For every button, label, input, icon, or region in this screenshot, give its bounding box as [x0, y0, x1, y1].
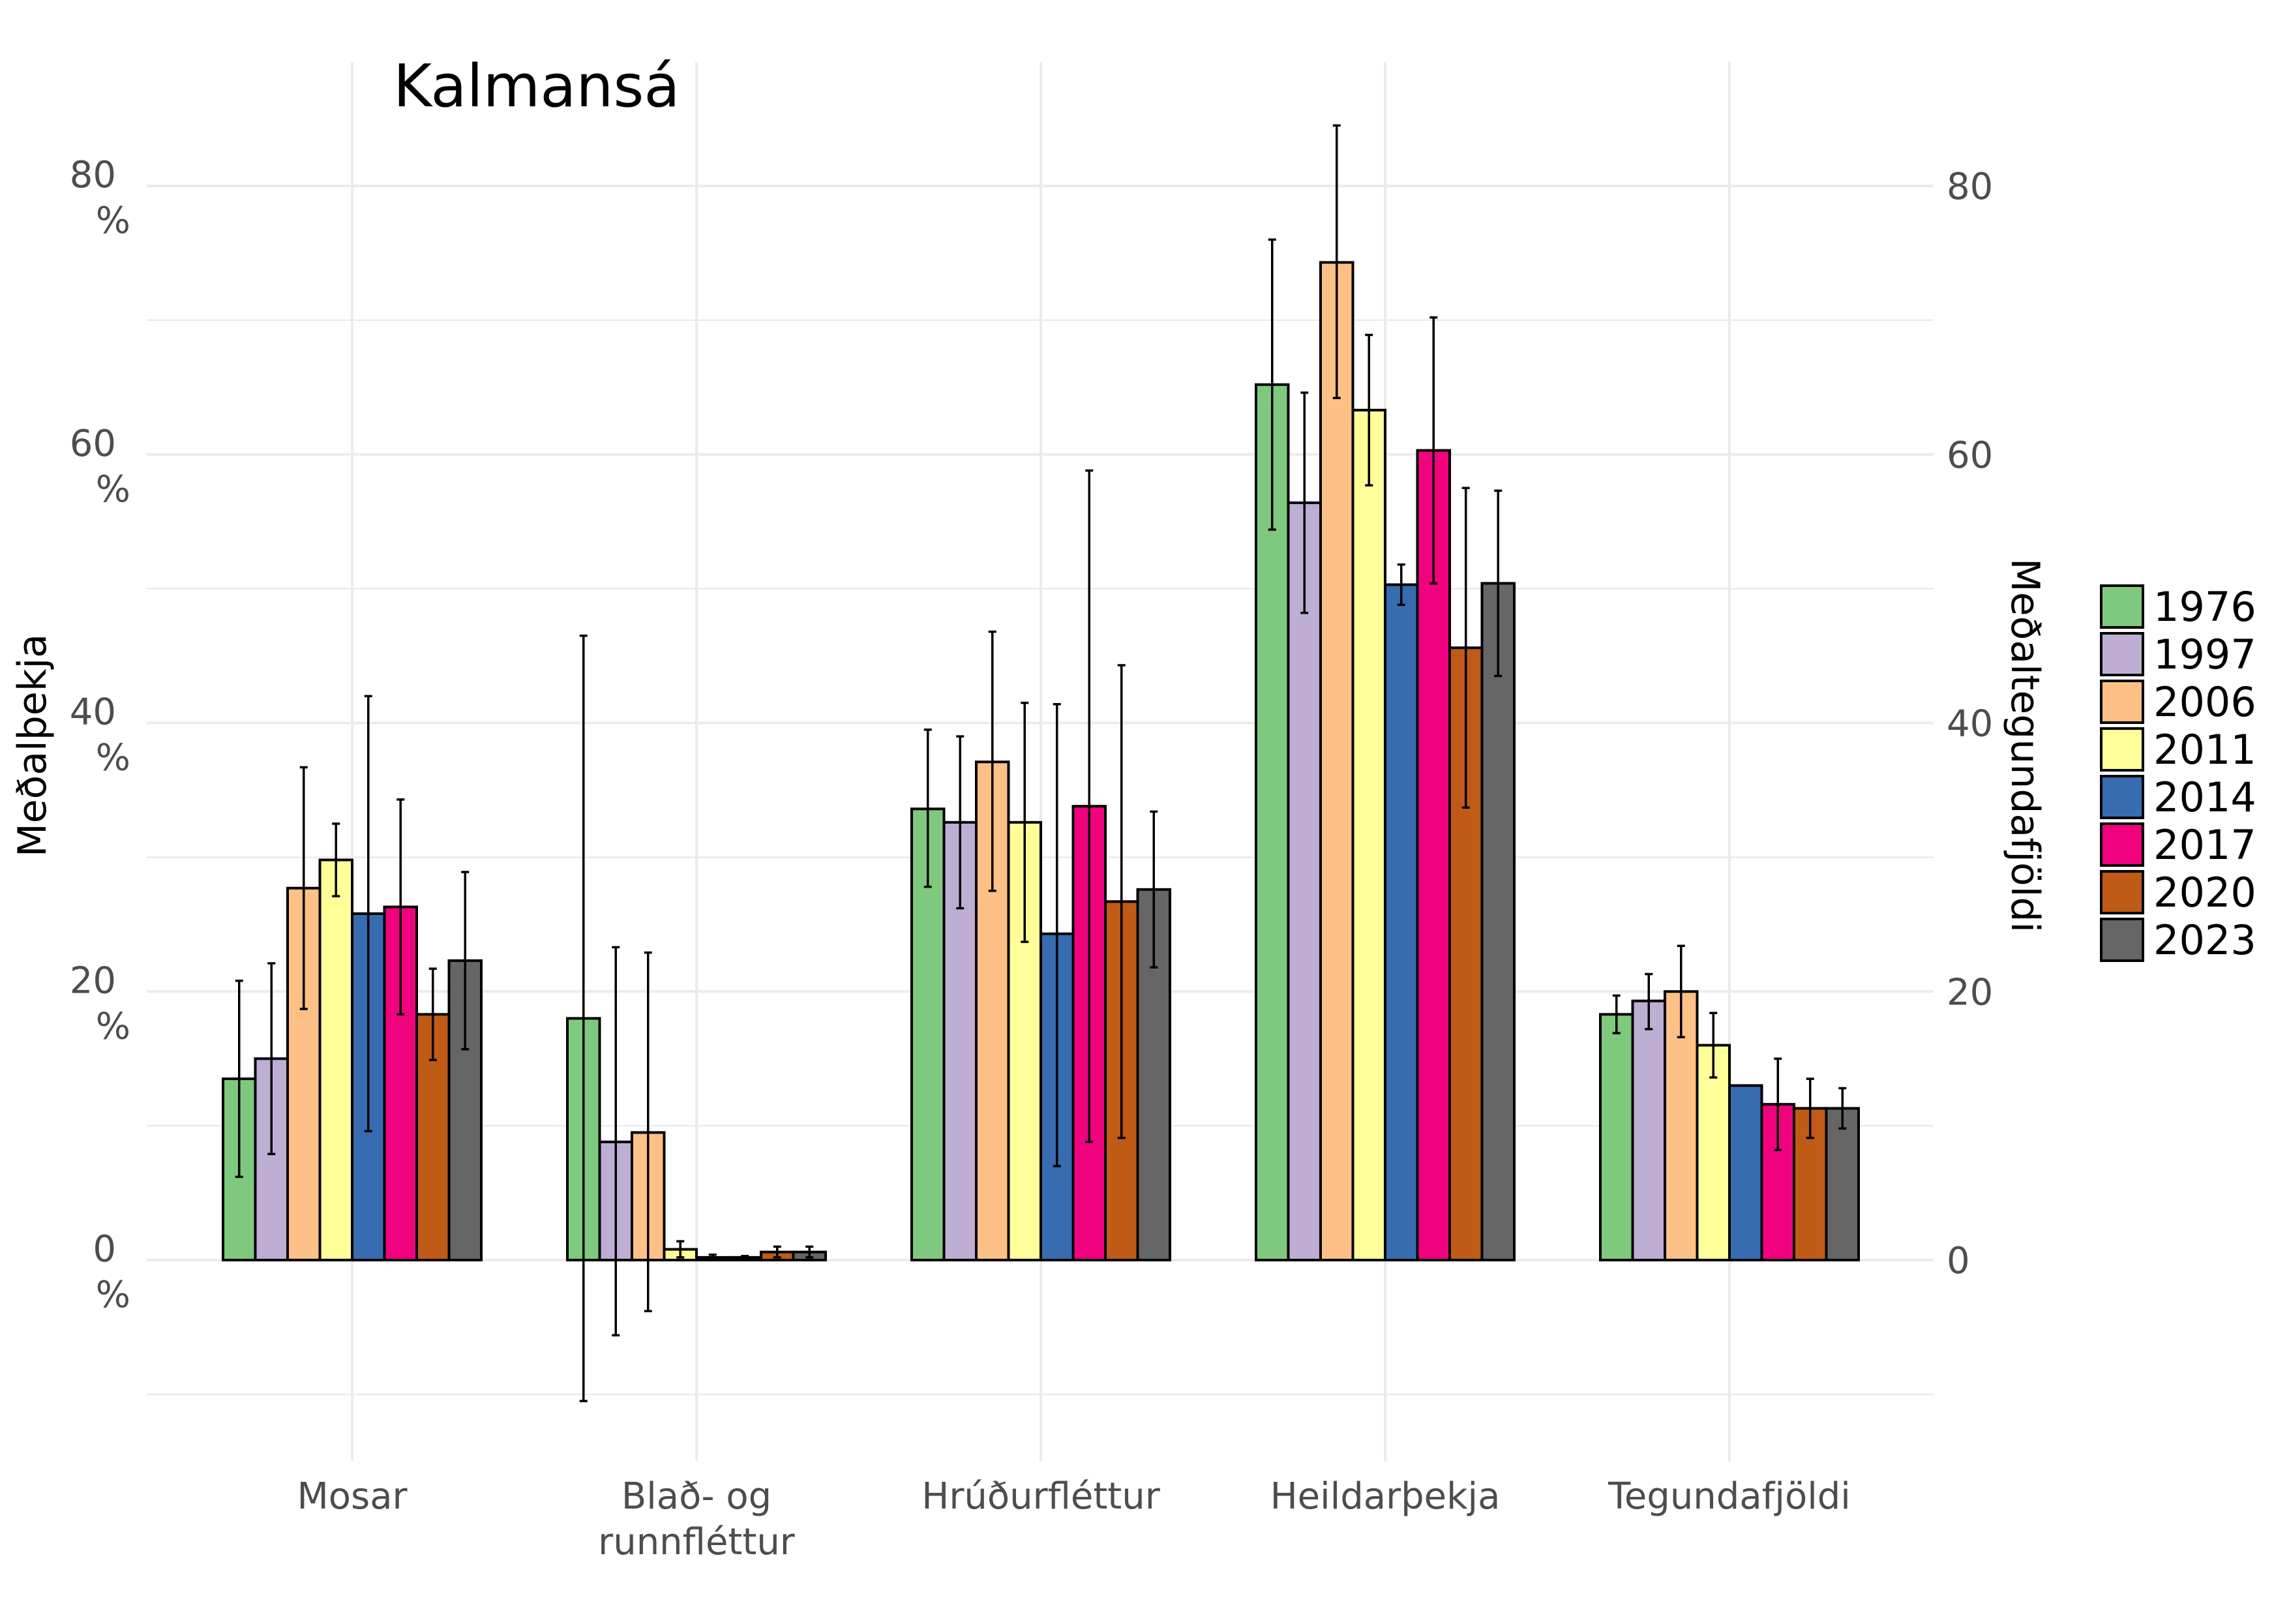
left-tick-label: 0% — [93, 1228, 130, 1316]
bar-2011 — [1696, 1044, 1731, 1261]
right-tick-label: 40 — [1947, 703, 1993, 745]
legend-item-2006: 2006 — [2100, 678, 2256, 726]
error-bar-2014 — [364, 695, 372, 1133]
error-bar-1997 — [267, 962, 276, 1156]
error-bar-2011 — [1021, 701, 1029, 943]
error-bar-2011 — [676, 1240, 685, 1259]
y-axis-title-right: Meðaltegundafjöldi — [2002, 558, 2048, 933]
error-bar-1997 — [1300, 391, 1309, 614]
error-bars — [235, 124, 1847, 1402]
legend-label: 2011 — [2153, 726, 2256, 774]
error-bar-2017 — [1429, 316, 1438, 585]
error-bar-1976 — [923, 729, 932, 888]
legend-swatch — [2100, 727, 2144, 772]
x-tick-label: Heildarþekja — [1270, 1475, 1501, 1518]
x-tick-label: Mosar — [297, 1475, 408, 1518]
legend-item-2014: 2014 — [2100, 774, 2256, 821]
bar-2023 — [1480, 582, 1516, 1261]
legend-label: 1976 — [2153, 583, 2256, 631]
error-bar-2023 — [1494, 489, 1503, 678]
legend-swatch — [2100, 870, 2144, 914]
left-tick-label: 20% — [70, 959, 130, 1047]
left-tick-label: 80% — [70, 154, 130, 242]
error-bar-1997 — [956, 735, 965, 910]
legend-swatch — [2100, 632, 2144, 676]
legend-swatch — [2100, 918, 2144, 962]
error-bar-2020 — [428, 967, 437, 1061]
x-tick-label: Tegundafjöldi — [1608, 1475, 1851, 1518]
legend-item-2023: 2023 — [2100, 916, 2256, 964]
right-axis: 0 20 40 60 80 — [1947, 166, 1993, 1282]
error-bar-1997 — [1645, 972, 1653, 1030]
error-bar-2020 — [1117, 664, 1126, 1139]
legend-label: 1997 — [2153, 631, 2256, 678]
error-bar-2020 — [1806, 1077, 1814, 1139]
bar-2014 — [1728, 1084, 1763, 1262]
legend-label: 2017 — [2153, 821, 2256, 869]
legend-item-2017: 2017 — [2100, 821, 2256, 869]
bar-2011 — [318, 858, 353, 1262]
legend-item-2011: 2011 — [2100, 726, 2256, 774]
error-bar-2017 — [396, 798, 405, 1015]
error-bar-2017 — [1085, 469, 1094, 1143]
x-axis: Mosar Blað- og runnfléttur Hrúðurfléttur Hei… — [297, 1475, 1850, 1563]
x-tick-label: Hrúðurfléttur — [921, 1475, 1161, 1518]
error-bar-1976 — [1612, 994, 1621, 1034]
legend-label: 2014 — [2153, 774, 2256, 821]
error-bar-2006 — [644, 951, 652, 1312]
legend-item-2020: 2020 — [2100, 869, 2256, 916]
error-bar-2011 — [1709, 1012, 1718, 1079]
error-bar-2017 — [1774, 1057, 1782, 1151]
error-bar-2020 — [1461, 487, 1470, 809]
error-bar-2023 — [1838, 1087, 1847, 1130]
error-bar-1997 — [612, 946, 620, 1337]
legend-swatch — [2100, 584, 2144, 629]
legend-item-1976: 1976 — [2100, 583, 2256, 631]
error-bar-2017 — [741, 1255, 749, 1260]
x-tick-label: Blað- og runnfléttur — [598, 1475, 796, 1563]
bar-1997 — [1287, 501, 1322, 1261]
error-bar-1976 — [579, 634, 588, 1402]
bar-1976 — [1599, 1013, 1634, 1262]
error-bar-2014 — [1053, 702, 1061, 1167]
error-bar-2011 — [332, 822, 340, 897]
left-tick-label: 60% — [70, 423, 130, 511]
left-tick-label: 40% — [70, 691, 130, 779]
error-bar-2020 — [773, 1245, 781, 1259]
legend-swatch — [2100, 822, 2144, 867]
error-bar-2006 — [1677, 944, 1685, 1038]
right-tick-label: 60 — [1947, 434, 1993, 477]
left-axis: 0 % 20 % 40 % 60 % 80% — [70, 154, 130, 1316]
error-bar-2023 — [805, 1245, 814, 1259]
bar-2006 — [1319, 261, 1354, 1261]
bar-2011 — [1351, 408, 1386, 1261]
error-bar-2006 — [299, 766, 308, 1010]
error-bar-2023 — [1150, 810, 1158, 969]
legend-label: 2020 — [2153, 869, 2256, 916]
error-bar-2011 — [1365, 333, 1373, 487]
chart-title: Kalmansá — [393, 52, 680, 121]
error-bar-2006 — [988, 630, 996, 892]
bar-2017 — [1416, 449, 1451, 1261]
error-bar-2014 — [708, 1254, 717, 1261]
error-bar-2006 — [1332, 124, 1341, 400]
bar-1997 — [1631, 999, 1666, 1261]
bar-2014 — [1384, 583, 1419, 1261]
legend-label: 2006 — [2153, 678, 2256, 726]
legend-label: 2023 — [2153, 916, 2256, 964]
error-bar-2014 — [1397, 563, 1405, 607]
error-bar-1976 — [235, 980, 243, 1179]
y-axis-title-left: Meðalþekja — [10, 634, 55, 857]
error-bar-1976 — [1268, 238, 1276, 531]
legend-item-1997: 1997 — [2100, 631, 2256, 678]
error-bar-2023 — [461, 871, 470, 1051]
legend-swatch — [2100, 775, 2144, 819]
legend-swatch — [2100, 680, 2144, 724]
bar-2023 — [1825, 1107, 1860, 1261]
right-tick-label: 20 — [1947, 971, 1993, 1014]
right-tick-label: 80 — [1947, 166, 1993, 208]
right-tick-label: 0 — [1947, 1240, 1970, 1282]
